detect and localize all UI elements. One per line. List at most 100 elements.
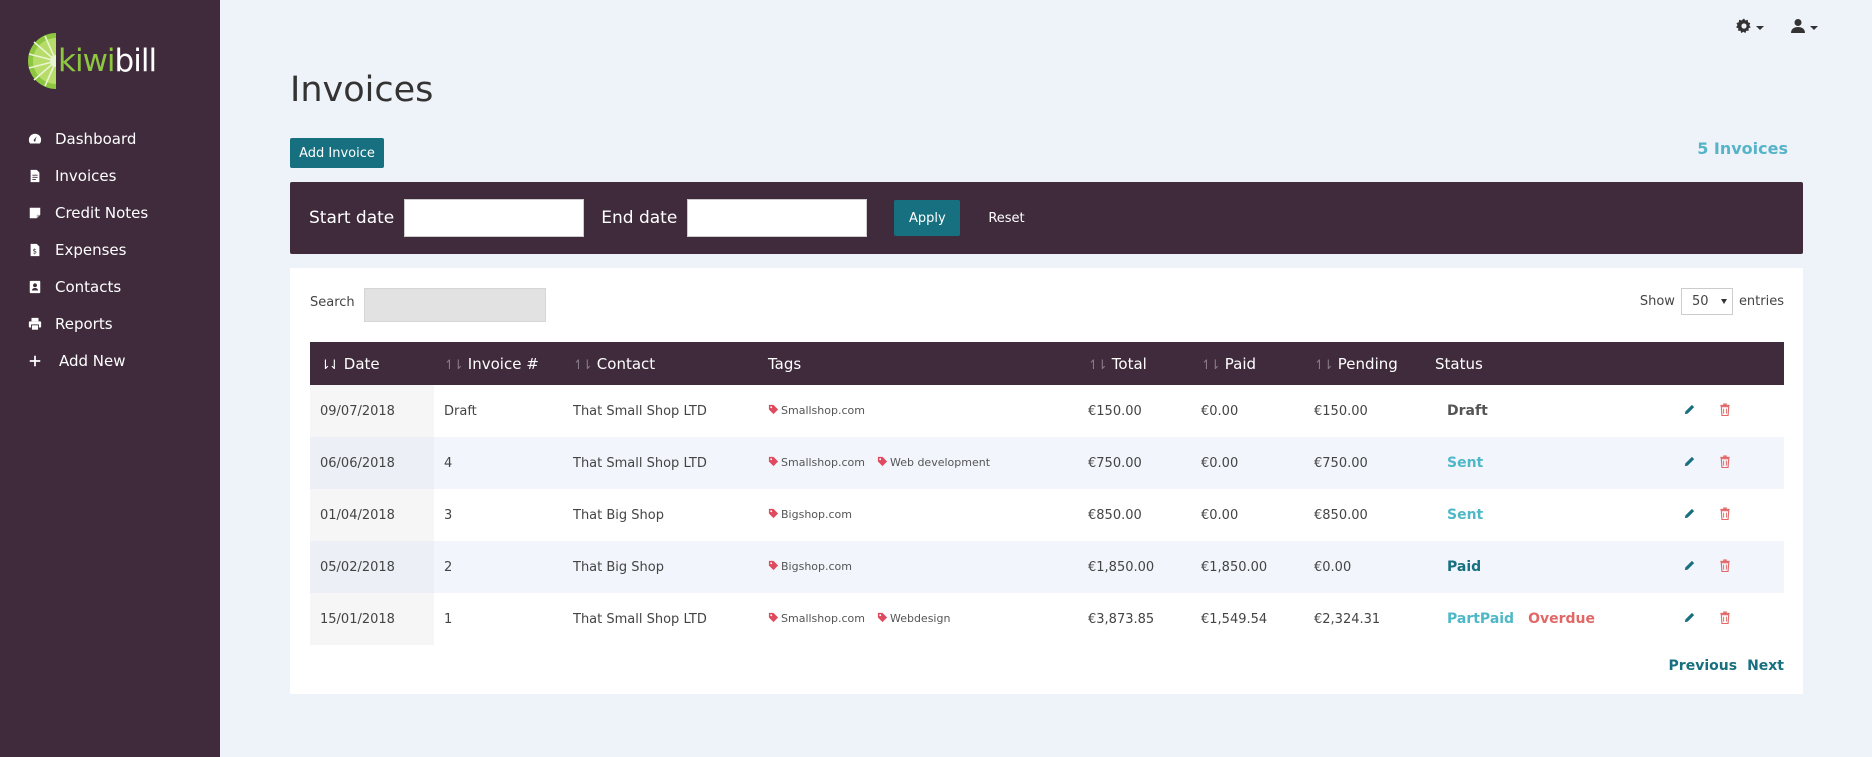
sidebar-item-label: Reports [55,314,113,333]
column-header-tags: Tags [768,354,802,373]
cell-contact: That Big Shop [573,507,664,523]
column-header-status: Status [1435,354,1483,373]
cell-date: 15/01/2018 [310,593,434,645]
column-header-pending[interactable]: ↿⇂ Pending [1314,354,1398,373]
invoices-table-card: Search Show 50 entries ⇂⇃ Date ↿⇂ Invoice … [290,268,1803,694]
tag-icon [768,560,781,574]
tag-icon [877,612,890,626]
delete-icon[interactable] [1718,454,1732,468]
cell-actions [1654,489,1784,541]
column-header-paid[interactable]: ↿⇂ Paid [1201,354,1257,373]
cell-date: 09/07/2018 [310,385,434,437]
chevron-down-icon [1810,26,1818,30]
cell-paid: €1,850.00 [1201,559,1268,575]
reset-button[interactable]: Reset [988,210,1025,226]
tag-badge[interactable]: Bigshop.com [768,560,852,574]
logo-bill-text: bill [114,43,158,79]
tag-badge[interactable]: Smallshop.com [768,456,865,470]
column-header-total[interactable]: ↿⇂ Total [1088,354,1147,373]
column-header-contact[interactable]: ↿⇂ Contact [573,354,656,373]
tag-badge[interactable]: Webdesign [877,612,950,626]
sidebar-item-label: Add New [59,351,126,370]
table-row[interactable]: 15/01/2018 1 That Small Shop LTD Smallshop.… [310,593,1784,645]
tag-icon [768,404,781,418]
column-header-date[interactable]: ⇂⇃ Date [320,354,380,373]
user-menu[interactable] [1790,18,1818,38]
cell-paid: €0.00 [1201,403,1239,419]
edit-icon[interactable] [1682,558,1696,572]
top-toolbar [1736,18,1818,38]
table-row[interactable]: 06/06/2018 4 That Small Shop LTD Smallshop.… [310,437,1784,489]
cell-tags: Bigshop.com [758,541,1078,593]
sidebar-item-label: Contacts [55,277,122,296]
sidebar-item-label: Credit Notes [55,203,149,222]
cell-date: 01/04/2018 [310,489,434,541]
tag-badge[interactable]: Smallshop.com [768,404,865,418]
tag-badge[interactable]: Smallshop.com [768,612,865,626]
table-row[interactable]: 09/07/2018 Draft That Small Shop LTD Smalls… [310,385,1784,437]
start-date-label: Start date [309,208,395,228]
cell-pending: €0.00 [1314,559,1352,575]
start-date-input[interactable] [404,199,585,237]
sidebar-item-expenses[interactable]: $ Expenses [0,231,220,268]
sidebar-item-contacts[interactable]: Contacts [0,268,220,305]
delete-icon[interactable] [1718,558,1732,572]
add-invoice-button[interactable]: Add Invoice [290,138,384,168]
delete-icon[interactable] [1718,506,1732,520]
cell-contact: That Small Shop LTD [573,455,707,471]
credit-note-icon [27,205,43,221]
edit-icon[interactable] [1682,402,1696,416]
sidebar: kiwibill Dashboard Invoices Credit Notes… [0,0,220,757]
search-input[interactable] [364,288,546,322]
sidebar-item-credit-notes[interactable]: Credit Notes [0,194,220,231]
cell-pending: €2,324.31 [1314,611,1381,627]
column-header-invoice-number[interactable]: ↿⇂ Invoice # [444,354,539,373]
edit-icon[interactable] [1682,610,1696,624]
cell-paid: €1,549.54 [1201,611,1268,627]
chevron-down-icon [1756,26,1764,30]
sidebar-item-reports[interactable]: Reports [0,305,220,342]
entries-control: Show 50 entries [1640,288,1784,315]
cell-tags: Smallshop.com [758,385,1078,437]
cell-tags: Smallshop.com Web development [758,437,1078,489]
sidebar-item-add-new[interactable]: Add New [0,342,220,379]
edit-icon[interactable] [1682,454,1696,468]
user-icon [1790,18,1806,38]
table-row[interactable]: 05/02/2018 2 That Big Shop Bigshop.com €1,85… [310,541,1784,593]
cell-paid: €0.00 [1201,507,1239,523]
delete-icon[interactable] [1718,610,1732,624]
cell-invoice-number: 1 [444,611,453,627]
cell-status: Sent [1425,437,1654,489]
entries-label: entries [1738,294,1784,309]
column-header-actions [1654,342,1784,385]
delete-icon[interactable] [1718,402,1732,416]
cell-total: €750.00 [1088,455,1142,471]
apply-button[interactable]: Apply [894,200,961,236]
settings-menu[interactable] [1736,18,1764,38]
date-filter-bar: Start date End date Apply Reset [290,182,1803,254]
end-date-label: End date [601,208,678,228]
cell-contact: That Small Shop LTD [573,611,707,627]
table-row[interactable]: 01/04/2018 3 That Big Shop Bigshop.com €850.… [310,489,1784,541]
gear-icon [1736,18,1752,38]
edit-icon[interactable] [1682,506,1696,520]
entries-select[interactable]: 50 [1680,288,1733,315]
sidebar-item-invoices[interactable]: Invoices [0,157,220,194]
sidebar-item-dashboard[interactable]: Dashboard [0,120,220,157]
tag-badge[interactable]: Bigshop.com [768,508,852,522]
sort-icon: ↿⇂ [573,357,593,373]
end-date-input[interactable] [687,199,868,237]
tag-label: Bigshop.com [781,560,852,573]
pagination: Previous Next [1669,658,1784,674]
next-page-link[interactable]: Next [1747,658,1784,674]
tag-icon [768,456,781,470]
tag-badge[interactable]: Web development [877,456,990,470]
cell-total: €1,850.00 [1088,559,1155,575]
sidebar-item-label: Expenses [55,240,127,259]
cell-paid: €0.00 [1201,455,1239,471]
plus-icon [27,353,43,369]
cell-contact: That Big Shop [573,559,664,575]
previous-page-link[interactable]: Previous [1668,658,1738,674]
status-badge: Paid [1447,559,1482,575]
kiwibill-logo[interactable]: kiwibill [20,32,158,90]
